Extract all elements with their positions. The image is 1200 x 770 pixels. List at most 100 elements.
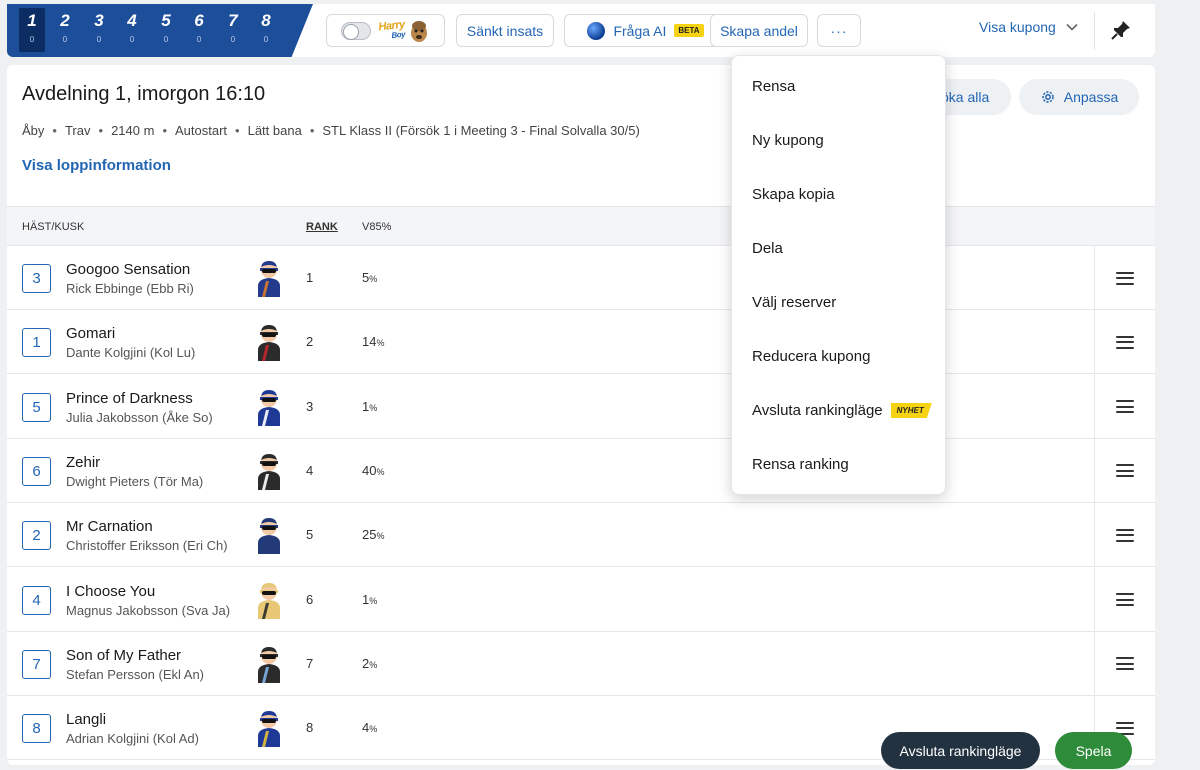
drag-handle[interactable] xyxy=(1094,438,1155,503)
horse-name[interactable]: I Choose You xyxy=(66,582,156,600)
driver-name: Christoffer Eriksson (Eri Ch) xyxy=(66,538,228,554)
leg-count: 0 xyxy=(62,35,68,44)
driver-silks-icon xyxy=(258,518,280,555)
rank-value: 6 xyxy=(306,591,314,607)
start-method: Autostart xyxy=(175,123,228,138)
column-rank-sort[interactable]: RANK xyxy=(306,221,338,233)
horse-name[interactable]: Son of My Father xyxy=(66,646,182,664)
rank-value: 1 xyxy=(306,270,314,285)
drag-handle[interactable] xyxy=(1094,246,1155,310)
horse-name[interactable]: Googoo Sensation xyxy=(66,261,191,278)
end-ranking-mode-button[interactable]: Avsluta rankingläge xyxy=(881,732,1040,769)
horse-name[interactable]: Gomari xyxy=(66,325,116,343)
horse-row[interactable]: 4 I Choose You Magnus Jakobsson (Sva Ja) 6 1… xyxy=(7,567,1155,632)
chevron-down-icon xyxy=(1066,23,1078,31)
ask-ai-button[interactable]: Fråga AI BETA xyxy=(564,14,727,47)
horse-name[interactable]: Mr Carnation xyxy=(66,518,153,536)
drag-handle[interactable] xyxy=(1094,310,1155,375)
horse-name[interactable]: Langli xyxy=(66,711,107,729)
leg-number: 5 xyxy=(161,11,171,30)
start-number[interactable]: 5 xyxy=(22,392,51,422)
rank-value: 2 xyxy=(306,334,314,350)
show-coupon-dropdown[interactable]: Visa kupong xyxy=(979,19,1078,35)
race-distance: 2140 m xyxy=(111,123,155,138)
column-v85-percent: V85% xyxy=(362,221,392,233)
rank-value: 5 xyxy=(306,527,314,543)
menu-item-share[interactable]: Dela xyxy=(752,240,783,257)
more-dots-icon: ··· xyxy=(830,22,848,39)
drag-handle[interactable] xyxy=(1094,631,1155,696)
play-button[interactable]: Spela xyxy=(1055,732,1132,769)
drag-handle-icon xyxy=(1116,593,1134,606)
v85-percent: 25% xyxy=(362,527,385,543)
show-race-info-link[interactable]: Visa loppinformation xyxy=(22,157,171,174)
harry-boy-toggle-button[interactable]: Harry Boy xyxy=(326,14,445,47)
race-card: Avdelning 1, imorgon 16:10 Åby • Trav • 21… xyxy=(7,65,1155,765)
pin-icon[interactable] xyxy=(1111,20,1131,40)
start-number[interactable]: 3 xyxy=(22,264,51,293)
start-number[interactable]: 7 xyxy=(22,649,51,679)
create-share-button[interactable]: Skapa andel xyxy=(710,14,808,47)
start-number[interactable]: 8 xyxy=(22,714,51,744)
drag-handle[interactable] xyxy=(1094,503,1155,568)
drag-handle[interactable] xyxy=(1094,374,1155,439)
leg-count: 0 xyxy=(196,35,202,44)
horse-row[interactable]: 5 Prince of Darkness Julia Jakobsson (Åke … xyxy=(7,374,1155,439)
race-class: STL Klass II (Försök 1 i Meeting 3 - Fin… xyxy=(322,123,640,138)
track-name: Åby xyxy=(22,123,45,138)
start-number[interactable]: 4 xyxy=(22,585,51,615)
start-number[interactable]: 6 xyxy=(22,456,51,486)
v85-percent: 5% xyxy=(362,270,378,285)
customize-label: Anpassa xyxy=(1063,89,1119,105)
horse-row[interactable]: 1 Gomari Dante Kolgjini (Kol Lu) 2 14% xyxy=(7,310,1155,375)
customize-button[interactable]: Anpassa xyxy=(1019,79,1139,115)
reduced-stake-button[interactable]: Sänkt insats xyxy=(456,14,554,47)
drag-handle[interactable] xyxy=(1094,567,1155,632)
new-badge: NYHET xyxy=(890,403,932,418)
horse-name[interactable]: Prince of Darkness xyxy=(66,389,193,407)
v85-percent: 40% xyxy=(362,462,385,478)
leg-number: 6 xyxy=(194,11,204,30)
driver-name: Adrian Kolgjini (Kol Ad) xyxy=(66,731,199,747)
menu-item-clear[interactable]: Rensa xyxy=(752,78,796,95)
toggle-switch[interactable] xyxy=(341,21,372,40)
menu-item-clear-ranking[interactable]: Rensa ranking xyxy=(752,456,849,473)
horse-name[interactable]: Zehir xyxy=(66,453,101,471)
menu-item-reduce-coupon[interactable]: Reducera kupong xyxy=(752,348,871,365)
race-meta: Åby • Trav • 2140 m • Autostart • Lätt bana •… xyxy=(22,123,640,138)
horse-row[interactable]: 7 Son of My Father Stefan Persson (Ekl An)… xyxy=(7,631,1155,696)
v85-percent: 1% xyxy=(362,398,378,414)
driver-name: Dante Kolgjini (Kol Lu) xyxy=(66,345,196,361)
horse-row[interactable]: 3 Googoo Sensation Rick Ebbinge (Ebb Ri) 1 5… xyxy=(7,246,1155,310)
drag-handle-icon xyxy=(1116,271,1134,285)
leg-count: 0 xyxy=(163,35,169,44)
horse-row[interactable]: 8 Langli Adrian Kolgjini (Kol Ad) 8 4% xyxy=(7,696,1155,761)
menu-item-create-copy[interactable]: Skapa kopia xyxy=(752,186,835,203)
driver-silks-icon xyxy=(258,646,280,683)
drag-handle[interactable] xyxy=(1094,696,1155,761)
menu-item-new-coupon[interactable]: Ny kupong xyxy=(752,132,824,149)
ask-ai-label: Fråga AI xyxy=(613,22,667,39)
v85-percent: 14% xyxy=(362,334,385,350)
horse-row[interactable]: 6 Zehir Dwight Pieters (Tör Ma) 4 40% xyxy=(7,438,1155,503)
race-title: Avdelning 1, imorgon 16:10 xyxy=(22,83,266,105)
start-number[interactable]: 1 xyxy=(22,328,51,358)
dog-mascot-icon xyxy=(410,20,427,42)
menu-item-end-ranking-mode[interactable]: Avsluta rankingläge NYHET xyxy=(752,402,932,419)
search-all-label: öka alla xyxy=(941,89,990,105)
menu-item-choose-reserves[interactable]: Välj reserver xyxy=(752,294,837,311)
horse-row[interactable]: 2 Mr Carnation Christoffer Eriksson (Eri C… xyxy=(7,503,1155,568)
rank-value: 3 xyxy=(306,398,314,414)
ai-globe-icon xyxy=(587,21,606,40)
more-options-button[interactable]: ··· xyxy=(817,14,861,47)
start-number[interactable]: 2 xyxy=(22,521,51,551)
gear-icon xyxy=(1042,91,1054,103)
